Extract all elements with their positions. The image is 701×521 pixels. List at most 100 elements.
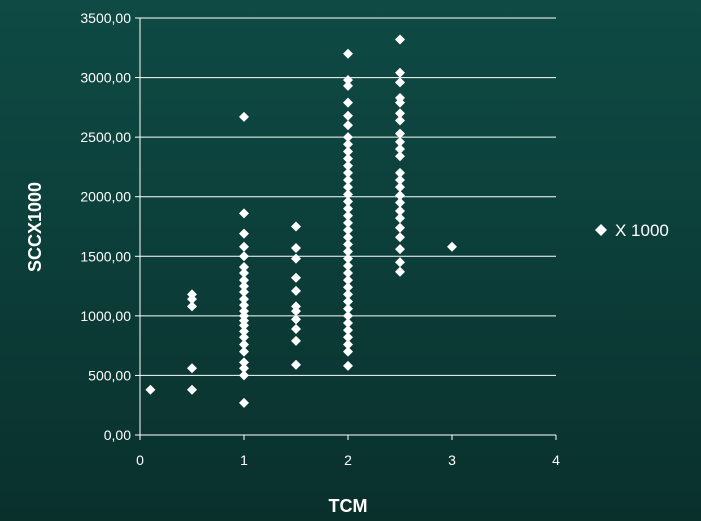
data-point xyxy=(239,326,249,337)
data-point xyxy=(187,301,197,312)
data-point xyxy=(239,294,249,305)
data-point xyxy=(343,146,353,157)
data-point xyxy=(343,210,353,221)
data-point xyxy=(343,310,353,321)
data-point xyxy=(291,335,301,346)
y-tick-label: 3500,00 xyxy=(80,10,131,26)
data-point xyxy=(239,357,249,368)
data-point xyxy=(239,346,249,357)
data-point xyxy=(343,303,353,314)
data-point xyxy=(395,167,405,178)
y-tick-label: 0,00 xyxy=(104,427,131,443)
data-point xyxy=(343,153,353,164)
data-point xyxy=(239,287,249,298)
x-tick-label: 2 xyxy=(344,452,352,468)
data-point xyxy=(343,139,353,150)
data-point xyxy=(395,34,405,45)
data-point xyxy=(343,110,353,121)
data-point xyxy=(343,296,353,307)
data-point xyxy=(343,80,353,91)
data-point xyxy=(187,289,197,300)
data-point xyxy=(395,182,405,193)
data-point xyxy=(239,300,249,311)
data-point xyxy=(291,242,301,253)
x-axis-ticks: 0 1 2 3 4 xyxy=(136,435,560,468)
data-point xyxy=(343,360,353,371)
data-point xyxy=(343,239,353,250)
data-point xyxy=(239,228,249,239)
data-point xyxy=(447,241,457,252)
data-point xyxy=(395,92,405,103)
data-point xyxy=(395,115,405,126)
y-axis-title: SCCX1000 xyxy=(25,182,45,272)
data-point xyxy=(291,323,301,334)
x-tick-label: 4 xyxy=(552,452,560,468)
data-point xyxy=(343,332,353,343)
data-point xyxy=(395,67,405,78)
data-point xyxy=(239,370,249,381)
y-tick-label: 3000,00 xyxy=(80,70,131,86)
data-point xyxy=(395,266,405,277)
data-point xyxy=(343,182,353,193)
x-tick-label: 1 xyxy=(240,452,248,468)
data-points xyxy=(145,34,457,408)
data-point xyxy=(395,136,405,147)
y-tick-label: 2500,00 xyxy=(80,129,131,145)
data-point xyxy=(343,132,353,143)
data-point xyxy=(187,384,197,395)
data-point xyxy=(239,208,249,219)
data-point xyxy=(395,190,405,201)
data-point xyxy=(291,314,301,325)
data-point xyxy=(239,363,249,374)
data-point xyxy=(239,111,249,122)
data-point xyxy=(395,232,405,243)
data-point xyxy=(343,275,353,286)
data-point xyxy=(395,108,405,119)
data-point xyxy=(343,339,353,350)
data-point xyxy=(239,306,249,317)
legend-diamond-marker xyxy=(595,224,607,236)
data-point xyxy=(239,339,249,350)
data-point xyxy=(291,301,301,312)
data-point xyxy=(395,213,405,224)
data-point xyxy=(239,332,249,343)
data-point xyxy=(395,222,405,233)
data-point xyxy=(343,175,353,186)
data-point xyxy=(239,267,249,278)
data-point xyxy=(343,120,353,131)
data-point xyxy=(343,325,353,336)
data-point xyxy=(343,260,353,271)
y-tick-label: 1000,00 xyxy=(80,308,131,324)
x-tick-label: 0 xyxy=(136,452,144,468)
data-point xyxy=(343,318,353,329)
data-point xyxy=(291,253,301,264)
data-point xyxy=(343,217,353,228)
data-point xyxy=(343,97,353,108)
legend-label: X 1000 xyxy=(615,221,669,240)
data-point xyxy=(343,225,353,236)
data-point xyxy=(343,253,353,264)
data-point xyxy=(395,151,405,162)
data-point xyxy=(343,346,353,357)
data-point xyxy=(395,244,405,255)
data-point xyxy=(291,359,301,370)
data-point xyxy=(343,289,353,300)
data-point xyxy=(343,189,353,200)
data-point xyxy=(343,167,353,178)
data-point xyxy=(239,262,249,273)
legend: X 1000 xyxy=(595,221,669,240)
data-point xyxy=(239,281,249,292)
data-point xyxy=(395,257,405,268)
data-point xyxy=(239,275,249,286)
data-point xyxy=(343,246,353,257)
data-point xyxy=(343,74,353,85)
data-point xyxy=(395,175,405,186)
x-tick-label: 3 xyxy=(448,452,456,468)
y-axis-ticks: 0,00 500,00 1000,00 1500,00 2000,00 2500,00 30… xyxy=(80,10,140,443)
x-axis-title: TCM xyxy=(329,496,368,516)
data-point xyxy=(291,285,301,296)
data-point xyxy=(343,232,353,243)
data-point xyxy=(145,384,156,395)
y-tick-label: 500,00 xyxy=(88,367,131,383)
